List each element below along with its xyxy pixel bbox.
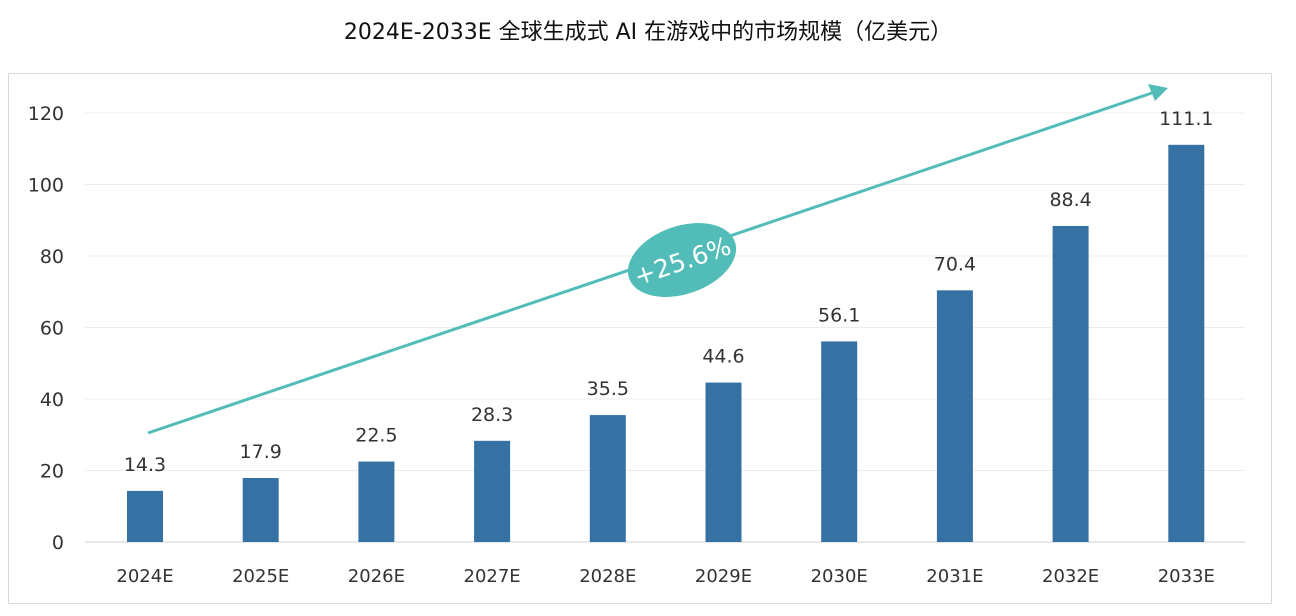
data-label: 70.4	[934, 253, 976, 275]
growth-badge	[627, 223, 737, 297]
bar	[242, 478, 279, 542]
x-tick-label: 2032E	[1042, 566, 1099, 587]
x-tick-label: 2024E	[116, 566, 173, 587]
data-label: 14.3	[124, 454, 166, 476]
bar	[821, 341, 858, 542]
bar	[1168, 144, 1205, 542]
x-tick-label: 2027E	[464, 566, 521, 587]
bar	[127, 490, 163, 542]
y-tick-label: 20	[40, 461, 64, 483]
bar	[705, 382, 742, 542]
data-label: 35.5	[587, 378, 629, 400]
x-tick-label: 2029E	[695, 566, 752, 587]
y-tick-label: 80	[40, 246, 64, 268]
bar	[474, 440, 511, 542]
data-label: 17.9	[240, 441, 282, 463]
y-tick-label: 120	[28, 103, 64, 125]
trend-arrow-head	[1148, 84, 1168, 101]
chart-title: 2024E-2033E 全球生成式 AI 在游戏中的市场规模（亿美元）	[343, 20, 953, 45]
x-tick-label: 2033E	[1158, 566, 1215, 587]
x-tick-label: 2025E	[232, 566, 289, 587]
data-label: 111.1	[1159, 108, 1213, 130]
chart-frame	[8, 73, 1272, 604]
y-tick-label: 60	[40, 318, 64, 340]
bar	[358, 461, 395, 542]
bar	[936, 290, 973, 542]
x-tick-label: 2031E	[926, 566, 983, 587]
data-label: 44.6	[702, 346, 744, 368]
data-label: 56.1	[818, 304, 860, 326]
y-tick-label: 100	[28, 175, 64, 197]
bar	[1052, 225, 1089, 542]
data-label: 28.3	[471, 404, 513, 426]
bar	[589, 415, 626, 542]
data-label: 22.5	[355, 425, 397, 447]
x-tick-label: 2028E	[579, 566, 636, 587]
y-tick-label: 40	[40, 389, 64, 411]
x-tick-label: 2026E	[348, 566, 405, 587]
x-tick-label: 2030E	[811, 566, 868, 587]
y-tick-label: 0	[52, 532, 64, 554]
data-label: 88.4	[1049, 189, 1091, 211]
